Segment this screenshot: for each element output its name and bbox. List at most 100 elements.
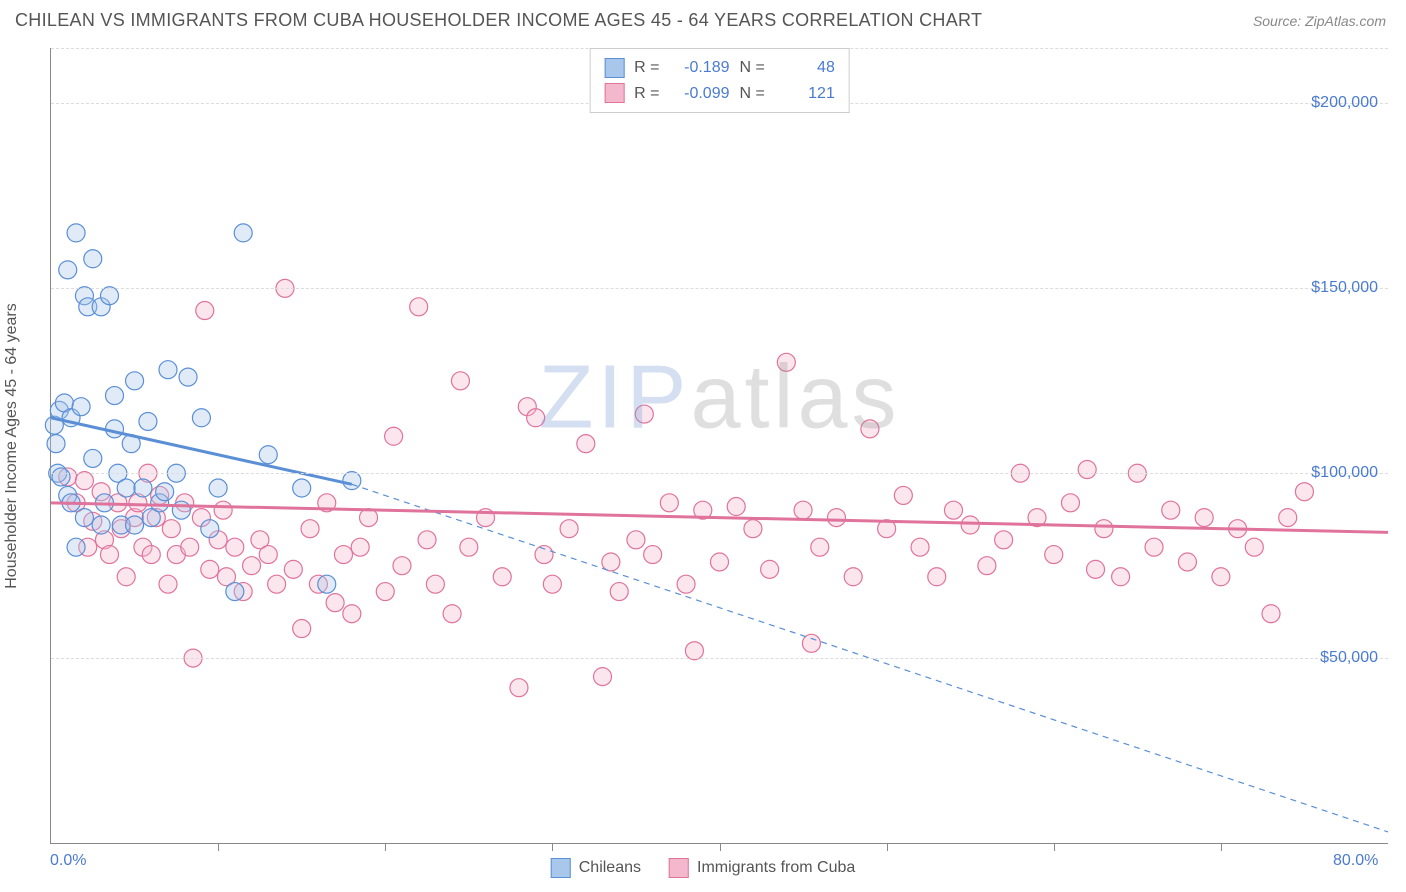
stat-n-value-1: 121 — [775, 81, 835, 107]
data-point — [201, 520, 219, 538]
legend-swatch-1 — [669, 858, 689, 878]
data-point — [293, 620, 311, 638]
data-point — [1262, 605, 1280, 623]
data-point — [84, 449, 102, 467]
data-point — [376, 583, 394, 601]
data-point — [72, 398, 90, 416]
data-point — [243, 557, 261, 575]
swatch-series-0 — [604, 58, 624, 78]
data-point — [234, 224, 252, 242]
scatter-svg — [51, 48, 1388, 843]
data-point — [1112, 568, 1130, 586]
data-point — [209, 479, 227, 497]
data-point — [1087, 560, 1105, 578]
data-point — [226, 538, 244, 556]
x-tick — [720, 843, 721, 851]
stat-r-value-1: -0.099 — [670, 81, 730, 107]
data-point — [928, 568, 946, 586]
data-point — [744, 520, 762, 538]
data-point — [106, 420, 124, 438]
data-point — [106, 387, 124, 405]
data-point — [259, 446, 277, 464]
data-point — [894, 486, 912, 504]
data-point — [268, 575, 286, 593]
data-point — [1195, 509, 1213, 527]
data-point — [711, 553, 729, 571]
stat-n-label-0: N = — [740, 55, 765, 81]
data-point — [162, 520, 180, 538]
data-point — [326, 594, 344, 612]
data-point — [995, 531, 1013, 549]
stat-r-value-0: -0.189 — [670, 55, 730, 81]
data-point — [911, 538, 929, 556]
data-point — [301, 520, 319, 538]
trend-line — [51, 503, 1388, 533]
data-point — [460, 538, 478, 556]
data-point — [159, 575, 177, 593]
chart-title: CHILEAN VS IMMIGRANTS FROM CUBA HOUSEHOL… — [15, 10, 982, 31]
x-axis-end-label: 80.0% — [1333, 852, 1378, 870]
data-point — [192, 409, 210, 427]
data-point — [126, 516, 144, 534]
data-point — [794, 501, 812, 519]
source-attribution: Source: ZipAtlas.com — [1253, 13, 1386, 29]
data-point — [284, 560, 302, 578]
data-point — [451, 372, 469, 390]
data-point — [1078, 461, 1096, 479]
legend-item-0: Chileans — [551, 858, 641, 878]
data-point — [318, 575, 336, 593]
data-point — [660, 494, 678, 512]
y-axis-label: Householder Income Ages 45 - 64 years — [3, 303, 21, 589]
data-point — [59, 261, 77, 279]
data-point — [1245, 538, 1263, 556]
stat-n-value-0: 48 — [775, 55, 835, 81]
data-point — [685, 642, 703, 660]
data-point — [100, 287, 118, 305]
data-point — [827, 509, 845, 527]
legend-label-0: Chileans — [579, 859, 641, 877]
data-point — [1162, 501, 1180, 519]
data-point — [761, 560, 779, 578]
data-point — [75, 472, 93, 490]
data-point — [351, 538, 369, 556]
data-point — [961, 516, 979, 534]
stat-n-label-1: N = — [740, 81, 765, 107]
data-point — [594, 668, 612, 686]
data-point — [52, 468, 70, 486]
data-point — [92, 516, 110, 534]
gridline — [51, 658, 1388, 659]
data-point — [410, 298, 428, 316]
data-point — [1045, 546, 1063, 564]
data-point — [75, 509, 93, 527]
data-point — [426, 575, 444, 593]
legend-label-1: Immigrants from Cuba — [697, 859, 855, 877]
data-point — [1212, 568, 1230, 586]
bottom-legend: Chileans Immigrants from Cuba — [551, 858, 856, 878]
data-point — [67, 538, 85, 556]
x-tick — [887, 843, 888, 851]
y-tick-label: $50,000 — [1320, 649, 1378, 667]
stats-row-1: R = -0.099 N = 121 — [604, 81, 835, 107]
legend-swatch-0 — [551, 858, 571, 878]
data-point — [334, 546, 352, 564]
data-point — [393, 557, 411, 575]
data-point — [443, 605, 461, 623]
x-tick — [385, 843, 386, 851]
x-axis-start-label: 0.0% — [50, 852, 86, 870]
x-tick — [552, 843, 553, 851]
data-point — [67, 224, 85, 242]
data-point — [181, 538, 199, 556]
stat-r-label-0: R = — [634, 55, 659, 81]
data-point — [543, 575, 561, 593]
stat-r-label-1: R = — [634, 81, 659, 107]
data-point — [944, 501, 962, 519]
stats-row-0: R = -0.189 N = 48 — [604, 55, 835, 81]
data-point — [510, 679, 528, 697]
data-point — [47, 435, 65, 453]
data-point — [117, 479, 135, 497]
data-point — [214, 501, 232, 519]
data-point — [293, 479, 311, 497]
data-point — [142, 546, 160, 564]
data-point — [1279, 509, 1297, 527]
data-point — [602, 553, 620, 571]
